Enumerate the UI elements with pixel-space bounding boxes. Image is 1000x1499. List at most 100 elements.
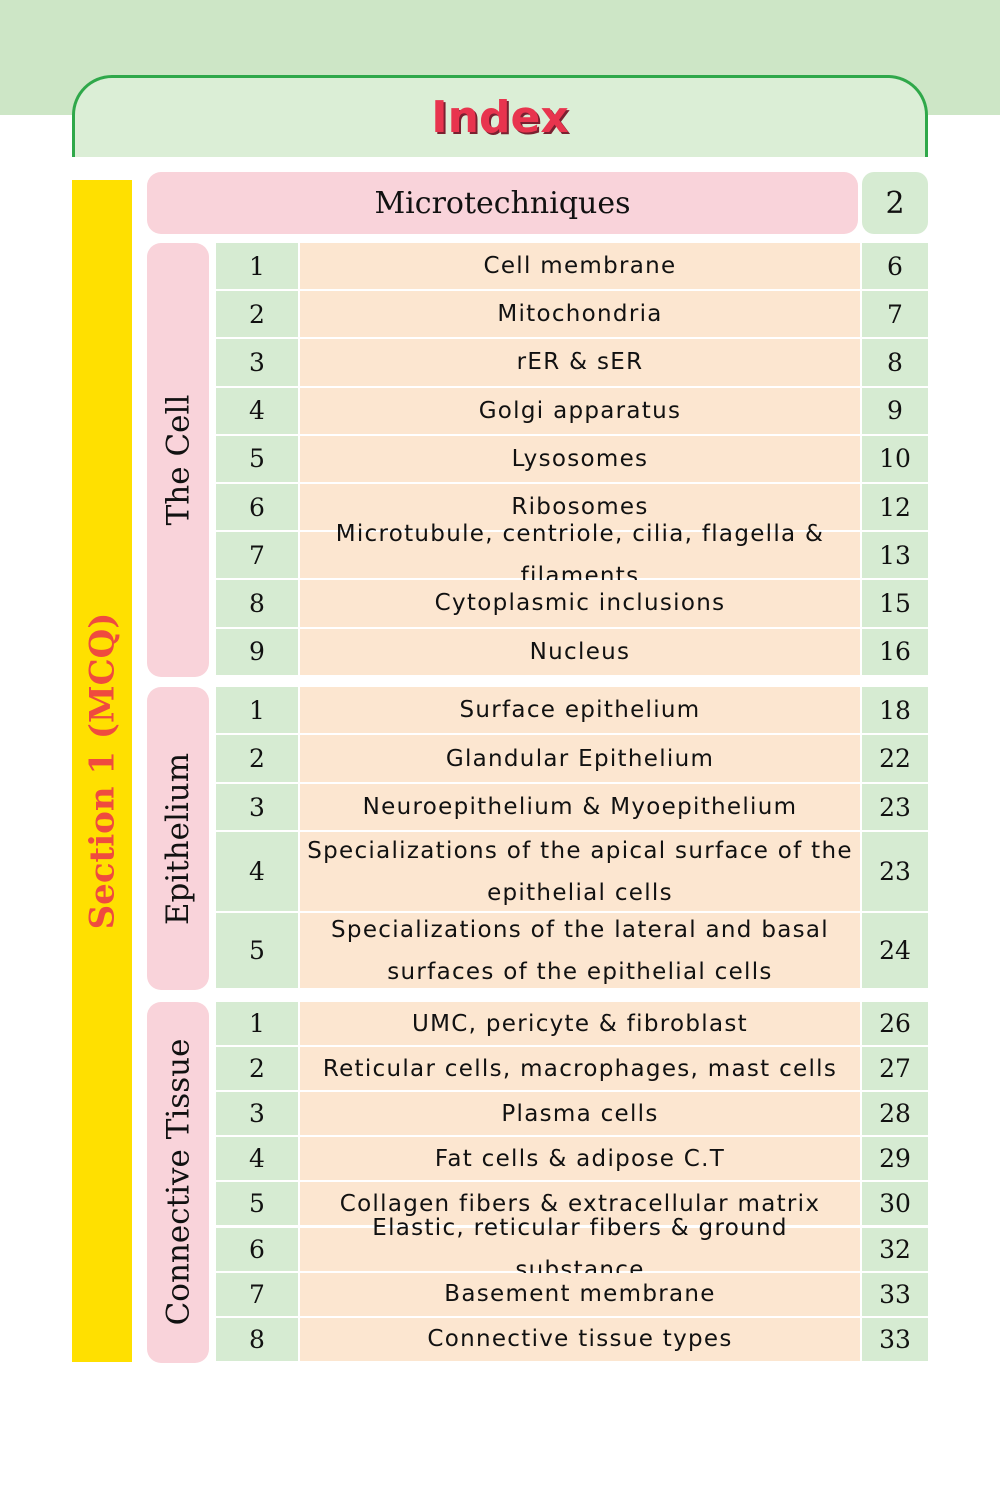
row-number: 1 xyxy=(249,251,265,281)
row-title: Mitochondria xyxy=(497,301,663,328)
intro-title-cell: Microtechniques xyxy=(147,172,858,234)
row-number: 7 xyxy=(249,540,265,570)
row-page-cell: 10 xyxy=(862,435,928,482)
row-number-cell: 8 xyxy=(216,1317,298,1361)
row-page-cell: 24 xyxy=(862,913,928,988)
row-number-cell: 8 xyxy=(216,580,298,627)
row-title: Glandular Epithelium xyxy=(445,745,715,772)
row-page: 33 xyxy=(879,1324,911,1354)
row-page-cell: 22 xyxy=(862,735,928,782)
row-number-cell: 3 xyxy=(216,339,298,386)
row-number: 1 xyxy=(249,1009,265,1039)
row-page-cell: 9 xyxy=(862,387,928,434)
row-page: 10 xyxy=(879,444,911,474)
row-page-cell: 6 xyxy=(862,243,928,290)
row-number-cell: 6 xyxy=(216,1227,298,1271)
row-page: 30 xyxy=(879,1189,911,1219)
row-title: Elastic, reticular fibers & ground subst… xyxy=(372,1215,788,1284)
row-number-cell: 3 xyxy=(216,784,298,830)
row-title: Fat cells & adipose C.T xyxy=(434,1145,726,1172)
row-title: Cytoplasmic inclusions xyxy=(434,590,726,617)
row-page: 27 xyxy=(879,1054,911,1084)
row-page: 23 xyxy=(879,857,911,886)
row-page-cell: 32 xyxy=(862,1227,928,1271)
row-page: 13 xyxy=(879,540,911,570)
row-number: 2 xyxy=(249,1054,265,1084)
row-page: 23 xyxy=(879,792,911,822)
row-title-cell: Collagen fibers & extracellular matrix xyxy=(300,1182,860,1226)
row-title: Specializations of the lateral and basal… xyxy=(331,916,829,985)
row-page-cell: 7 xyxy=(862,291,928,338)
row-page-cell: 33 xyxy=(862,1272,928,1316)
row-number: 4 xyxy=(249,1144,265,1174)
row-title-cell: Neuroepithelium & Myoepithelium xyxy=(300,784,860,830)
row-number-cell: 4 xyxy=(216,1137,298,1181)
row-number-cell: 5 xyxy=(216,1182,298,1226)
row-title-cell: Nucleus xyxy=(300,628,860,675)
row-title: Connective tissue types xyxy=(427,1326,733,1353)
row-page: 22 xyxy=(879,744,911,773)
section-label: Section 1 (MCQ) xyxy=(82,612,123,930)
row-title: Plasma cells xyxy=(501,1100,659,1127)
row-number: 8 xyxy=(249,588,265,618)
row-number: 5 xyxy=(249,444,265,474)
row-title-cell: Basement membrane xyxy=(300,1272,860,1316)
row-page: 8 xyxy=(887,347,903,377)
group-label: The Cell xyxy=(160,394,196,526)
row-page-cell: 15 xyxy=(862,580,928,627)
row-page: 32 xyxy=(879,1234,911,1264)
row-title: Neuroepithelium & Myoepithelium xyxy=(362,794,798,820)
row-page-cell: 23 xyxy=(862,832,928,911)
group-label: Connective Tissue xyxy=(160,1038,197,1326)
row-title-cell: Specializations of the lateral and basal… xyxy=(300,913,860,988)
row-title-cell: Cell membrane xyxy=(300,243,860,290)
row-number-cell: 1 xyxy=(216,1002,298,1046)
row-page: 7 xyxy=(887,299,903,329)
row-number: 5 xyxy=(249,936,265,965)
row-title: Surface epithelium xyxy=(459,697,701,723)
row-title: Specializations of the apical surface of… xyxy=(307,837,853,906)
row-number-cell: 7 xyxy=(216,532,298,579)
row-page: 12 xyxy=(879,492,911,522)
intro-page: 2 xyxy=(885,185,905,221)
row-number: 3 xyxy=(249,347,265,377)
row-page-cell: 26 xyxy=(862,1002,928,1046)
row-page-cell: 12 xyxy=(862,484,928,531)
row-number-cell: 6 xyxy=(216,484,298,531)
row-title: Cell membrane xyxy=(483,253,677,280)
row-title-cell: Surface epithelium xyxy=(300,687,860,733)
row-page-cell: 30 xyxy=(862,1182,928,1226)
row-title: Golgi apparatus xyxy=(478,397,682,424)
row-page-cell: 28 xyxy=(862,1092,928,1136)
row-page-cell: 29 xyxy=(862,1137,928,1181)
row-title-cell: Golgi apparatus xyxy=(300,387,860,434)
row-page: 9 xyxy=(887,396,903,426)
row-page: 28 xyxy=(879,1099,911,1129)
row-title-cell: Reticular cells, macrophages, mast cells xyxy=(300,1047,860,1091)
row-page-cell: 18 xyxy=(862,687,928,733)
group-label-cell: Connective Tissue xyxy=(147,1002,209,1363)
row-title: UMC, pericyte & fibroblast xyxy=(412,1010,748,1037)
row-title-cell: Elastic, reticular fibers & ground subst… xyxy=(300,1215,860,1283)
row-title: rER & sER xyxy=(516,349,644,376)
intro-page-cell: 2 xyxy=(862,172,928,234)
row-number-cell: 1 xyxy=(216,687,298,733)
row-title-cell: Lysosomes xyxy=(300,435,860,482)
row-number: 4 xyxy=(249,396,265,426)
row-title-cell: Specializations of the apical surface of… xyxy=(300,832,860,911)
row-page-cell: 13 xyxy=(862,532,928,579)
group-label-cell: Epithelium xyxy=(147,687,209,990)
index-title: Index xyxy=(431,92,569,143)
row-title: Basement membrane xyxy=(444,1281,716,1308)
row-page-cell: 33 xyxy=(862,1317,928,1361)
row-title-cell: Connective tissue types xyxy=(300,1317,860,1361)
row-number: 7 xyxy=(249,1279,265,1309)
row-title-cell: Glandular Epithelium xyxy=(300,735,860,782)
row-number: 8 xyxy=(249,1324,265,1354)
row-number-cell: 4 xyxy=(216,832,298,911)
section-bar: Section 1 (MCQ) xyxy=(72,180,132,1362)
row-page-cell: 8 xyxy=(862,339,928,386)
row-title-cell: Plasma cells xyxy=(300,1092,860,1136)
row-number: 6 xyxy=(249,1234,265,1264)
